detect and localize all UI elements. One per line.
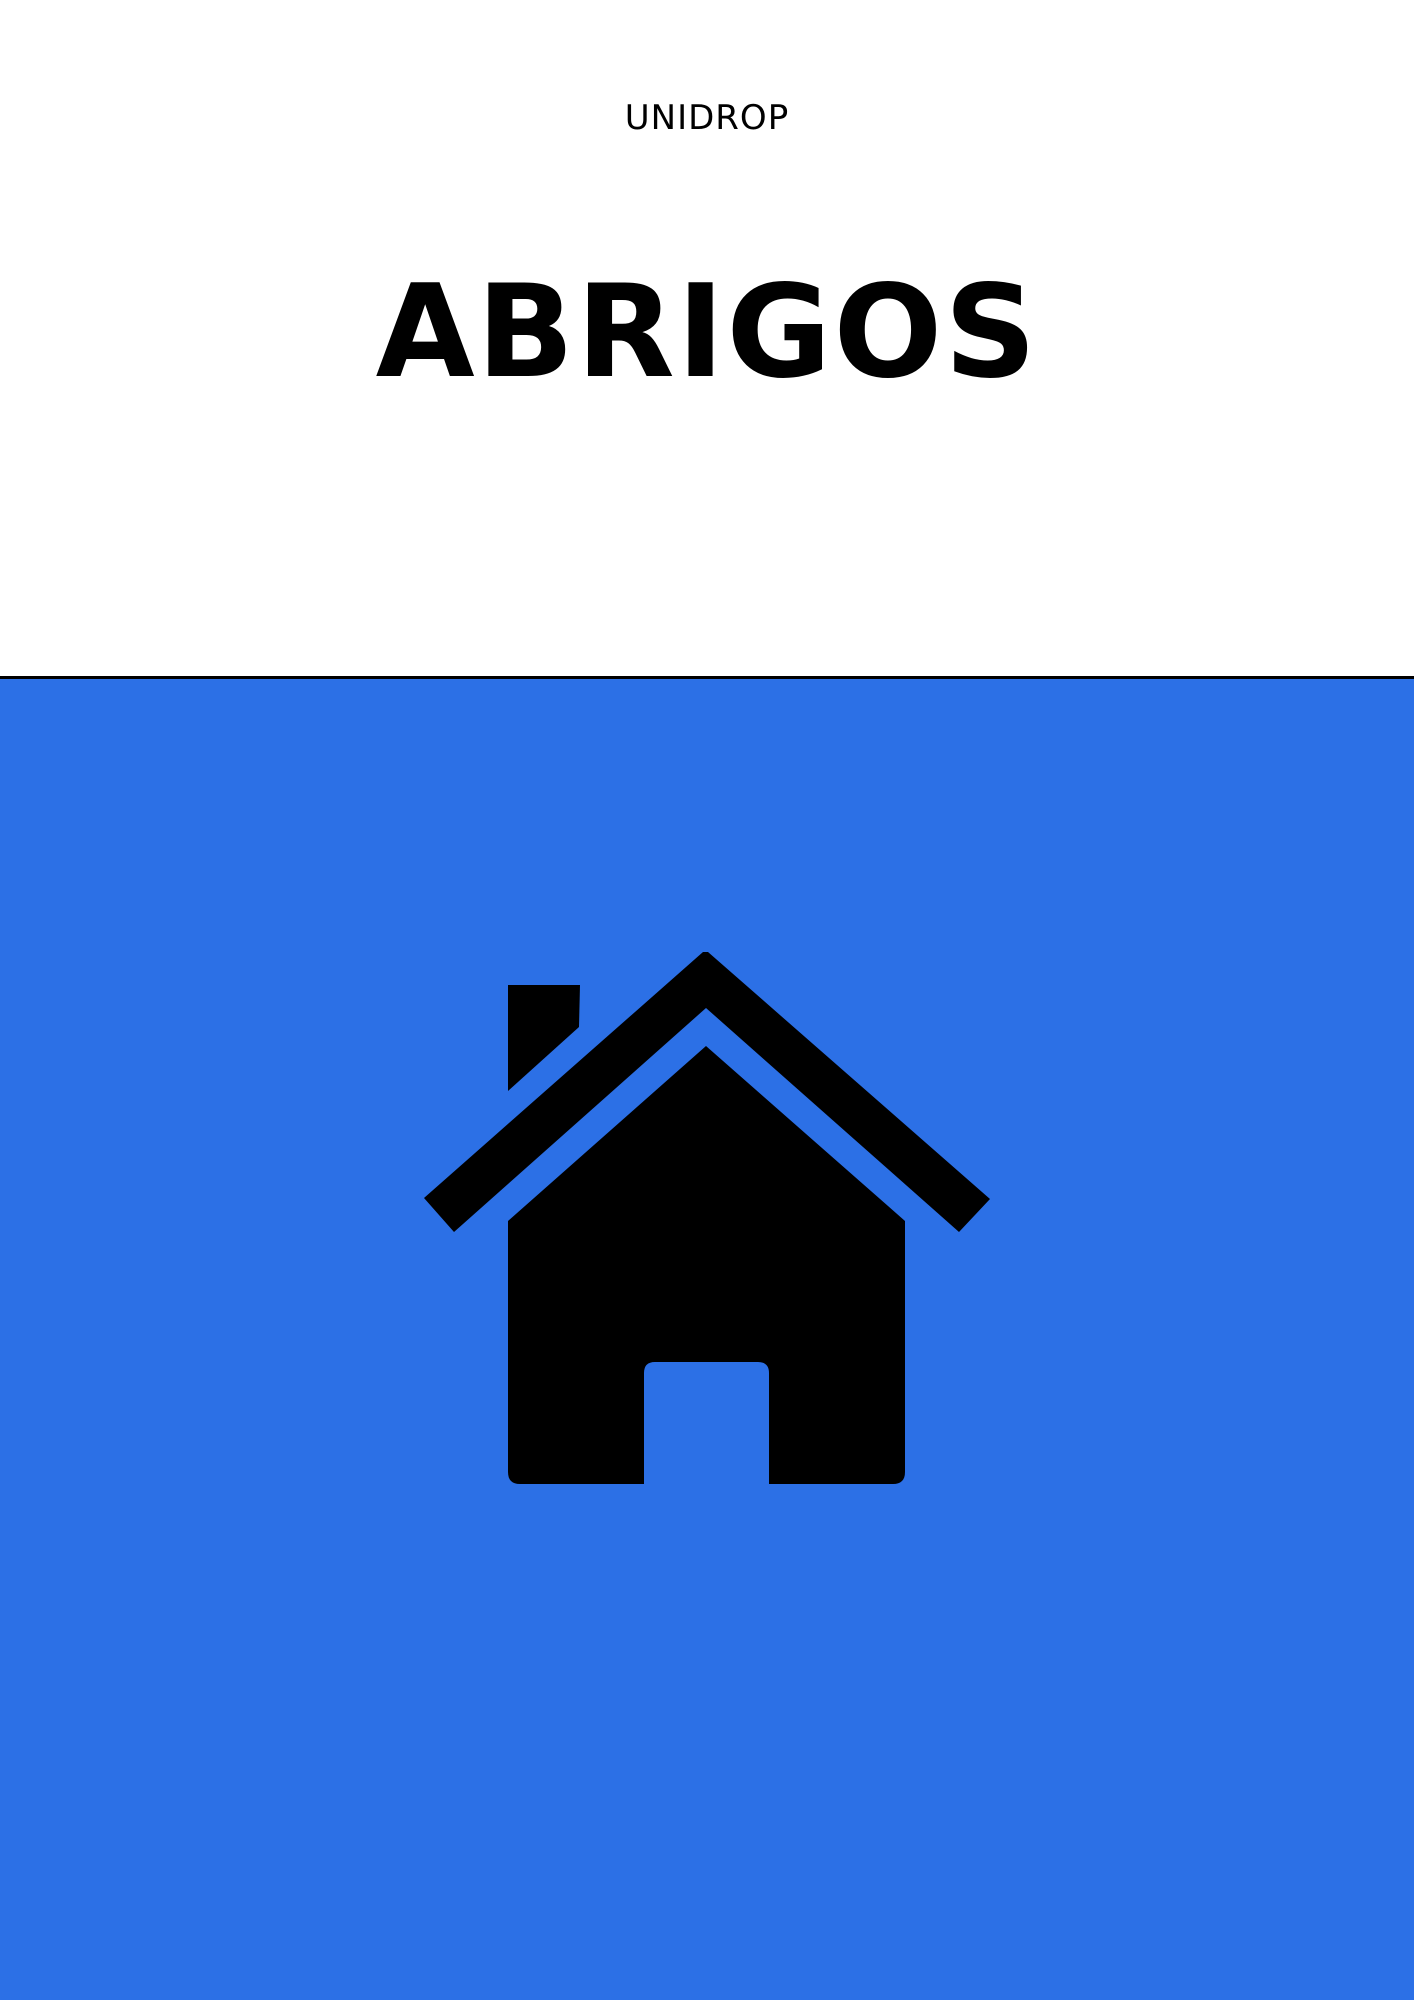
- page-title: ABRIGOS: [375, 258, 1039, 407]
- roof-shape: [424, 952, 990, 1232]
- header-section: UNIDROP ABRIGOS: [0, 0, 1414, 676]
- house-body-shape: [508, 1046, 905, 1484]
- house-icon: [424, 952, 990, 1484]
- section-divider: [0, 676, 1414, 679]
- chimney-shape: [508, 985, 580, 1091]
- icon-section: [0, 679, 1414, 2000]
- brand-name: UNIDROP: [624, 98, 790, 138]
